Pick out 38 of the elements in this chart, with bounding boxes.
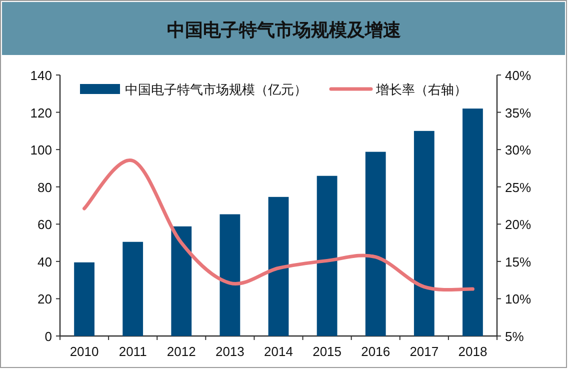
x-tick-label: 2017 bbox=[410, 344, 439, 359]
x-tick-label: 2010 bbox=[70, 344, 99, 359]
y2-tick-label: 30% bbox=[505, 142, 532, 158]
y-tick-label: 80 bbox=[38, 180, 52, 195]
bar bbox=[122, 242, 144, 336]
x-tick-label: 2015 bbox=[312, 344, 342, 359]
y2-tick-label: 5% bbox=[505, 329, 524, 344]
bar bbox=[220, 214, 240, 336]
bar bbox=[268, 196, 289, 336]
y-tick-label: 100 bbox=[30, 142, 52, 158]
y-tick-label: 20 bbox=[38, 292, 52, 307]
y-tick-label: 120 bbox=[30, 105, 52, 120]
bar bbox=[462, 108, 483, 336]
x-tick-label: 2018 bbox=[458, 344, 488, 359]
bar bbox=[414, 130, 434, 336]
y2-tick-label: 35% bbox=[505, 105, 532, 120]
y2-tick-label: 40% bbox=[505, 68, 532, 83]
legend-label: 增长率（右轴） bbox=[375, 82, 467, 97]
x-tick-label: 2013 bbox=[215, 344, 244, 359]
x-tick-label: 2014 bbox=[264, 344, 293, 359]
line-series bbox=[82, 158, 474, 292]
x-tick-label: 2011 bbox=[118, 344, 147, 359]
bar bbox=[316, 176, 338, 336]
y2-tick-label: 10% bbox=[505, 292, 532, 307]
bar bbox=[74, 262, 94, 336]
chart-title: 中国电子特气市场规模及增速 bbox=[167, 20, 401, 40]
y2-tick-label: 25% bbox=[505, 180, 532, 195]
y2-tick-label: 20% bbox=[505, 217, 532, 232]
y-tick-label: 140 bbox=[30, 68, 52, 83]
y-tick-label: 60 bbox=[38, 217, 52, 232]
y-tick-label: 40 bbox=[38, 254, 52, 270]
y-tick-label: 0 bbox=[44, 329, 52, 344]
x-tick-label: 2012 bbox=[166, 344, 196, 359]
x-tick-label: 2016 bbox=[361, 344, 390, 359]
y2-tick-label: 15% bbox=[505, 254, 532, 270]
bar bbox=[171, 226, 192, 336]
legend-label: 中国电子特气市场规模（亿元） bbox=[125, 82, 307, 97]
bar bbox=[365, 152, 386, 336]
